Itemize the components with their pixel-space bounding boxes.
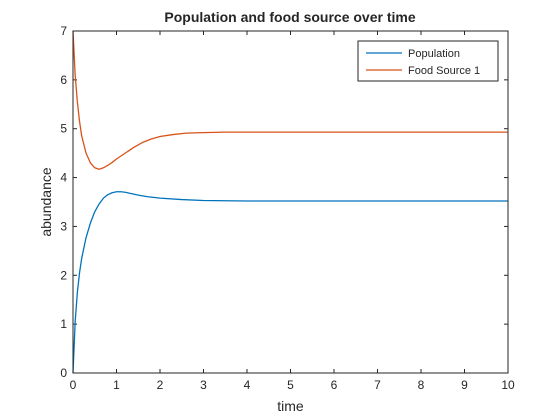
x-tick-label: 8: [418, 378, 425, 392]
y-tick-label: 4: [60, 171, 67, 185]
plot-border: [72, 30, 509, 374]
x-tick-label: 4: [244, 378, 251, 392]
series-lines: [72, 30, 508, 374]
legend-entry-label: Population: [408, 48, 460, 60]
y-tick-label: 2: [60, 268, 67, 282]
x-tick-label: 3: [200, 378, 207, 392]
x-axis-label: time: [277, 398, 304, 414]
x-tick-label: 1: [113, 378, 120, 392]
y-tick-label: 6: [60, 73, 67, 87]
chart-title: Population and food source over time: [164, 9, 415, 25]
x-tick-label: 0: [70, 378, 77, 392]
series-line-0: [72, 191, 508, 374]
legend: Population Food Source 1: [357, 40, 499, 82]
axis-ticks: 0 1 2 3 4 5 6 7 8 9 10 0 1 2 3 4 5 6 7: [60, 24, 515, 392]
x-tick-label: 2: [157, 378, 164, 392]
x-tick-label: 5: [287, 378, 294, 392]
plot-area: [73, 31, 508, 373]
y-tick-label: 0: [60, 366, 67, 380]
legend-entry-label: Food Source 1: [408, 65, 480, 77]
y-tick-label: 7: [60, 24, 67, 38]
series-line-1: [72, 30, 508, 170]
y-axis-label: abundance: [38, 167, 54, 237]
x-tick-label: 10: [501, 378, 515, 392]
x-tick-label: 7: [374, 378, 381, 392]
y-tick-label: 1: [60, 317, 67, 331]
legend-box: [357, 40, 499, 82]
y-tick-label: 5: [60, 122, 67, 136]
x-tick-label: 6: [331, 378, 338, 392]
x-tick-label: 9: [461, 378, 468, 392]
y-tick-label: 3: [60, 219, 67, 233]
